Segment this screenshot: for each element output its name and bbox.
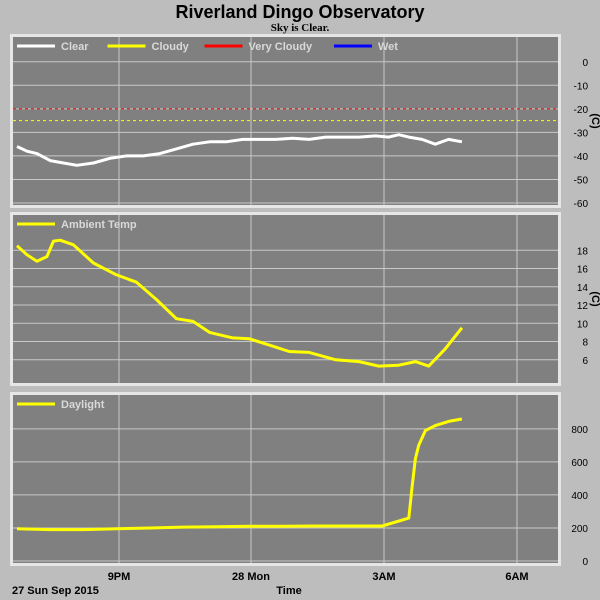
legend-label-clear: Clear — [61, 41, 89, 53]
x-tick-label: 6AM — [505, 571, 528, 583]
legend-label-wet: Wet — [378, 41, 398, 53]
y-tick-label: 200 — [571, 524, 588, 535]
panel-daylight: 800 600 400 200 0 Daylight — [10, 392, 588, 568]
y-tick-label: -50 — [574, 175, 589, 186]
y-tick-label: 6 — [582, 356, 588, 367]
panel-plot-area — [13, 395, 558, 563]
y-tick-label: 600 — [571, 458, 588, 469]
series-line-clear — [16, 133, 463, 167]
y-tick-label: -40 — [574, 152, 589, 163]
y-tick-label: 18 — [577, 246, 589, 257]
panel-ambient: 18 16 14 12 10 8 6 (C) Ambient Temp — [10, 212, 600, 386]
series-line-ambient-temp — [15, 238, 464, 368]
legend-label-ambient-temp: Ambient Temp — [61, 219, 137, 231]
y-tick-label: 400 — [571, 491, 588, 502]
series-line-daylight — [16, 417, 463, 532]
y-tick-label: -20 — [574, 105, 589, 116]
x-tick-label: 28 Mon — [232, 571, 270, 583]
y-axis-unit: (C) — [589, 291, 600, 307]
y-tick-label: 8 — [582, 338, 588, 349]
y-tick-label: 0 — [582, 557, 588, 568]
y-tick-label: 12 — [577, 301, 589, 312]
legend-label-very-cloudy: Very Cloudy — [249, 41, 313, 53]
y-tick-label: -10 — [574, 81, 589, 92]
y-axis-unit: (C) — [589, 113, 600, 129]
y-tick-label: 800 — [571, 425, 588, 436]
y-tick-label: -60 — [574, 199, 589, 210]
chart-subtitle: Sky is Clear. — [271, 22, 330, 34]
legend-label-cloudy: Cloudy — [152, 41, 190, 53]
x-axis-title: Time — [276, 585, 301, 597]
x-axis: 9PM 28 Mon 3AM 6AM — [108, 571, 529, 583]
panel-sky: 0 -10 -20 -30 -40 -50 -60 (C) Clear Cloudy Very Cl… — [10, 34, 600, 210]
chart-title: Riverland Dingo Observatory — [175, 2, 424, 22]
x-axis-date: 27 Sun Sep 2015 — [12, 585, 99, 597]
x-tick-label: 9PM — [108, 571, 131, 583]
y-tick-label: 10 — [577, 319, 589, 330]
legend-label-daylight: Daylight — [61, 399, 105, 411]
y-tick-label: -30 — [574, 128, 589, 139]
x-tick-label: 3AM — [372, 571, 395, 583]
chart-panels: 0 -10 -20 -30 -40 -50 -60 (C) Clear Cloudy Very Cl… — [10, 34, 600, 568]
y-tick-label: 14 — [577, 283, 589, 294]
y-tick-label: 16 — [577, 265, 589, 276]
panel-plot-area — [13, 215, 558, 383]
y-tick-label: 0 — [582, 58, 588, 69]
